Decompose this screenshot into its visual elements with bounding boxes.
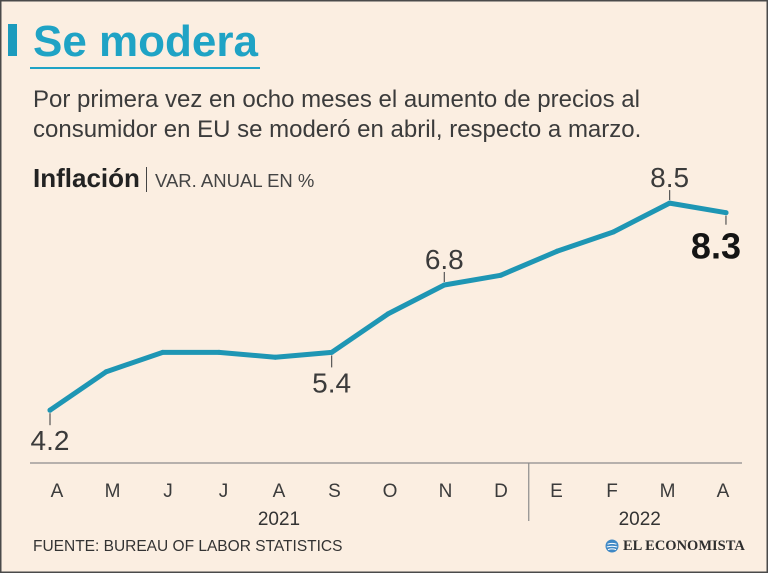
month-tick-label: N (439, 481, 453, 502)
data-point (216, 349, 222, 355)
month-tick-label: F (606, 481, 618, 502)
data-point (498, 272, 504, 278)
chart-subtitle: Por primera vez en ocho meses el aumento… (33, 85, 641, 145)
brand-logo: EL ECONOMISTA (605, 536, 745, 556)
month-tick-label: D (494, 481, 508, 502)
data-point (385, 311, 391, 317)
data-point (723, 210, 729, 216)
month-tick-label: A (273, 481, 286, 502)
title-accent-bar (8, 24, 17, 56)
month-tick-label: S (328, 481, 341, 502)
globe-icon (605, 539, 619, 553)
chart-title: Se modera (33, 17, 258, 66)
month-tick-label: J (219, 481, 229, 502)
subtitle-line: consumidor en EU se moderó en abril, res… (33, 116, 642, 143)
series-line (47, 200, 729, 413)
month-tick-label: J (163, 481, 173, 502)
data-point (441, 282, 447, 288)
data-label: 5.4 (312, 367, 351, 398)
data-point (554, 248, 560, 254)
year-label: 2022 (619, 509, 661, 530)
subtitle-line: Por primera vez en ocho meses el aumento… (33, 86, 640, 113)
data-point (160, 349, 166, 355)
data-point (610, 229, 616, 235)
brand-name: EL ECONOMISTA (623, 538, 745, 554)
month-tick-label: A (717, 481, 730, 502)
month-tick-label: A (51, 481, 64, 502)
source-note: FUENTE: BUREAU OF LABOR STATISTICS (33, 538, 343, 555)
month-tick-label: M (105, 481, 121, 502)
data-point (47, 407, 53, 413)
month-tick-label: O (383, 481, 398, 502)
measure-divider (146, 167, 147, 192)
data-point (103, 369, 109, 375)
data-label: 4.2 (31, 425, 70, 456)
title-underline (30, 67, 260, 69)
data-point (667, 200, 673, 206)
data-label: 6.8 (425, 244, 464, 275)
month-tick-label: E (550, 481, 563, 502)
measure-unit: VAR. ANUAL EN % (155, 170, 315, 191)
data-point (329, 349, 335, 355)
data-label: 8.3 (691, 226, 741, 267)
month-tick-label: M (660, 481, 676, 502)
measure-label: Inflación (33, 163, 140, 193)
data-label: 8.5 (650, 162, 689, 193)
year-label: 2021 (258, 509, 300, 530)
data-point (272, 354, 278, 360)
